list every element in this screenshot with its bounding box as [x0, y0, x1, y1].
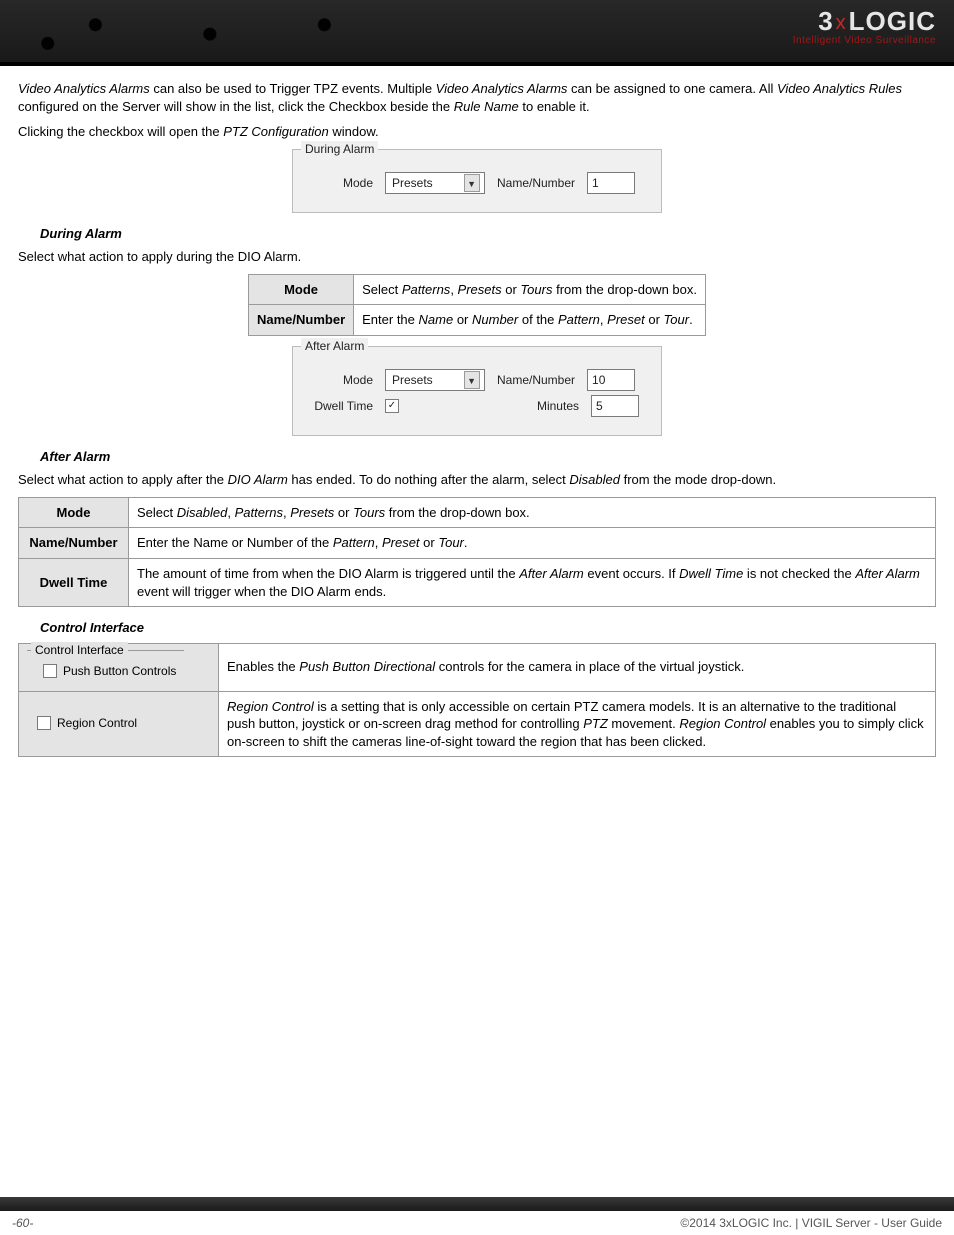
after-dwell-checkbox[interactable]: ✓ — [385, 399, 399, 413]
after-alarm-table: Mode Select Disabled, Patterns, Presets … — [18, 497, 936, 607]
during-mode-header: Mode — [249, 274, 354, 305]
during-alarm-legend: During Alarm — [301, 141, 378, 157]
after-mode-select[interactable]: Presets ▼ — [385, 369, 485, 391]
chevron-down-icon: ▼ — [467, 178, 476, 190]
after-alarm-desc: Select what action to apply after the DI… — [18, 471, 936, 489]
logo-part-logic: LOGIC — [849, 6, 936, 36]
region-control-checkbox[interactable] — [37, 716, 51, 730]
during-alarm-desc: Select what action to apply during the D… — [18, 248, 936, 266]
intro-para-2: Clicking the checkbox will open the PTZ … — [18, 123, 936, 141]
region-control-option: Region Control — [27, 713, 137, 733]
footer-copyright: ©2014 3xLOGIC Inc. | VIGIL Server - User… — [680, 1216, 942, 1230]
intro-para-1: Video Analytics Alarms can also be used … — [18, 80, 936, 115]
table-row: Control Interface Push Button Controls E… — [19, 643, 936, 691]
after-name-label: Name/Number — [497, 372, 575, 388]
after-mode-header: Mode — [19, 497, 129, 528]
after-name-input[interactable]: 10 — [587, 369, 635, 391]
page-header: 3xLOGIC Intelligent Video Surveillance — [0, 0, 954, 62]
table-row: Name/Number Enter the Name or Number of … — [249, 305, 706, 336]
page-content: Video Analytics Alarms can also be used … — [0, 66, 954, 757]
push-button-label: Push Button Controls — [63, 663, 176, 679]
logo-part-x: x — [834, 12, 849, 34]
after-alarm-legend: After Alarm — [301, 338, 368, 354]
table-row: Mode Select Disabled, Patterns, Presets … — [19, 497, 936, 528]
after-minutes-spinner[interactable]: 5 — [591, 395, 639, 417]
after-alarm-heading: After Alarm — [40, 448, 936, 466]
footer-band — [0, 1197, 954, 1211]
after-dwell-header: Dwell Time — [19, 559, 129, 607]
page-number: -60- — [12, 1216, 33, 1230]
region-control-label: Region Control — [57, 715, 137, 731]
logo-part-3: 3 — [818, 6, 833, 36]
control-interface-groupbox: Control Interface Push Button Controls — [27, 650, 184, 685]
push-button-checkbox[interactable] — [43, 664, 57, 678]
during-alarm-table: Mode Select Patterns, Presets or Tours f… — [248, 274, 706, 336]
table-row: Mode Select Patterns, Presets or Tours f… — [249, 274, 706, 305]
table-row: Name/Number Enter the Name or Number of … — [19, 528, 936, 559]
chevron-down-icon: ▼ — [467, 375, 476, 387]
page-footer: -60- ©2014 3xLOGIC Inc. | VIGIL Server -… — [0, 1211, 954, 1235]
after-minutes-label: Minutes — [537, 398, 579, 414]
brand-logo: 3xLOGIC Intelligent Video Surveillance — [793, 6, 936, 46]
term-vaa: Video Analytics Alarms — [18, 81, 150, 96]
table-row: Dwell Time The amount of time from when … — [19, 559, 936, 607]
during-name-label: Name/Number — [497, 175, 575, 191]
after-dwell-label: Dwell Time — [307, 398, 373, 414]
control-interface-heading: Control Interface — [40, 619, 936, 637]
during-mode-select[interactable]: Presets ▼ — [385, 172, 485, 194]
after-mode-label: Mode — [307, 372, 373, 388]
during-name-header: Name/Number — [249, 305, 354, 336]
table-row: Region Control Region Control is a setti… — [19, 691, 936, 757]
after-name-header: Name/Number — [19, 528, 129, 559]
control-interface-table: Control Interface Push Button Controls E… — [18, 643, 936, 758]
during-mode-label: Mode — [307, 175, 373, 191]
after-alarm-groupbox: After Alarm Mode Presets ▼ Name/Number 1… — [292, 346, 662, 436]
during-alarm-groupbox: During Alarm Mode Presets ▼ Name/Number … — [292, 149, 662, 213]
ci-fieldset-label: Control Interface — [31, 642, 128, 658]
brand-tagline: Intelligent Video Surveillance — [793, 35, 936, 46]
during-alarm-heading: During Alarm — [40, 225, 936, 243]
during-name-input[interactable]: 1 — [587, 172, 635, 194]
